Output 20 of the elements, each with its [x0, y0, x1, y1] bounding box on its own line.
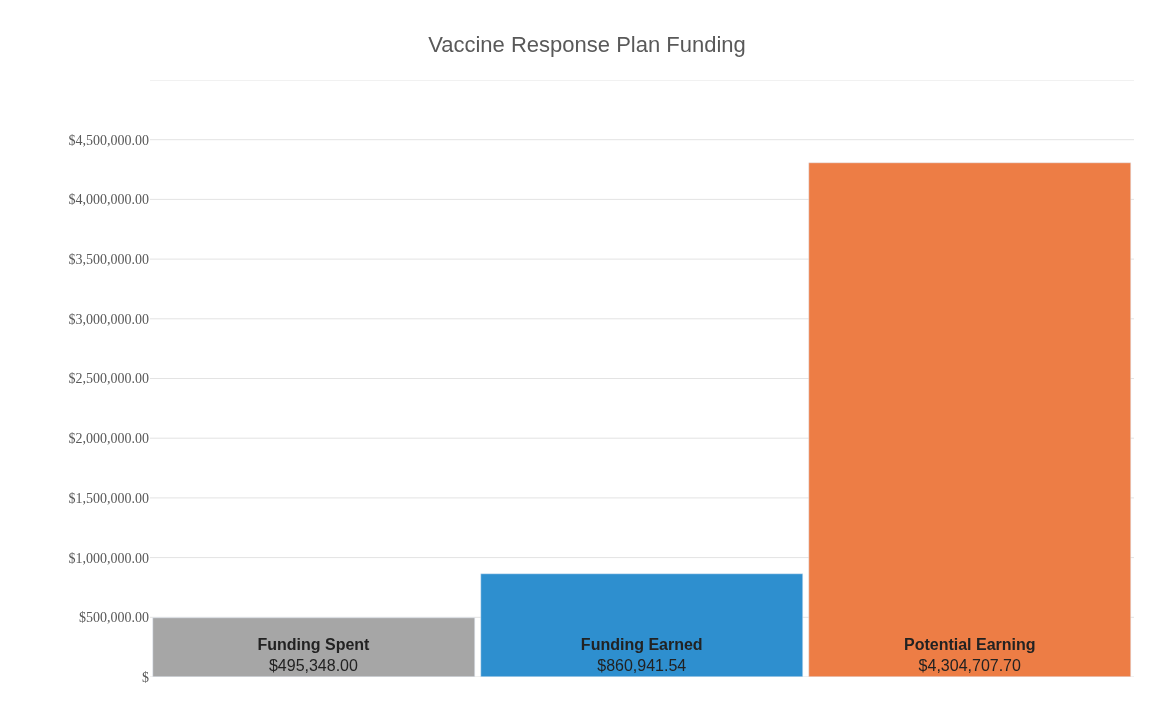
- y-tick-label: $4,500,000.00: [68, 132, 149, 148]
- y-tick-label: $3,500,000.00: [68, 252, 149, 267]
- y-tick-label: $500,000.00: [79, 610, 149, 626]
- y-tick-label: $4,000,000.00: [68, 192, 149, 208]
- x-tick-label: Funding Spent: [257, 635, 371, 653]
- x-tick-label: Funding Earned: [580, 635, 703, 653]
- y-tick-label: $1,000,000.00: [68, 550, 149, 566]
- x-tick-label: Potential Earning: [903, 635, 1036, 653]
- chart-title: Vaccine Response Plan Funding: [428, 31, 746, 57]
- y-tick-label: $1,500,000.00: [68, 490, 149, 506]
- y-tick-label: $3,000,000.00: [68, 311, 149, 327]
- data-label: $4,304,707.70: [918, 656, 1022, 674]
- data-label: $495,348.00: [268, 656, 358, 674]
- data-label: $860,941.54: [597, 656, 687, 674]
- y-tick-label: $2,000,000.00: [68, 431, 149, 447]
- y-tick-label: $2,500,000.00: [68, 371, 149, 387]
- bar: [480, 573, 803, 677]
- bar: [808, 162, 1131, 677]
- y-tick-label: $: [142, 669, 149, 685]
- bar: [152, 617, 475, 677]
